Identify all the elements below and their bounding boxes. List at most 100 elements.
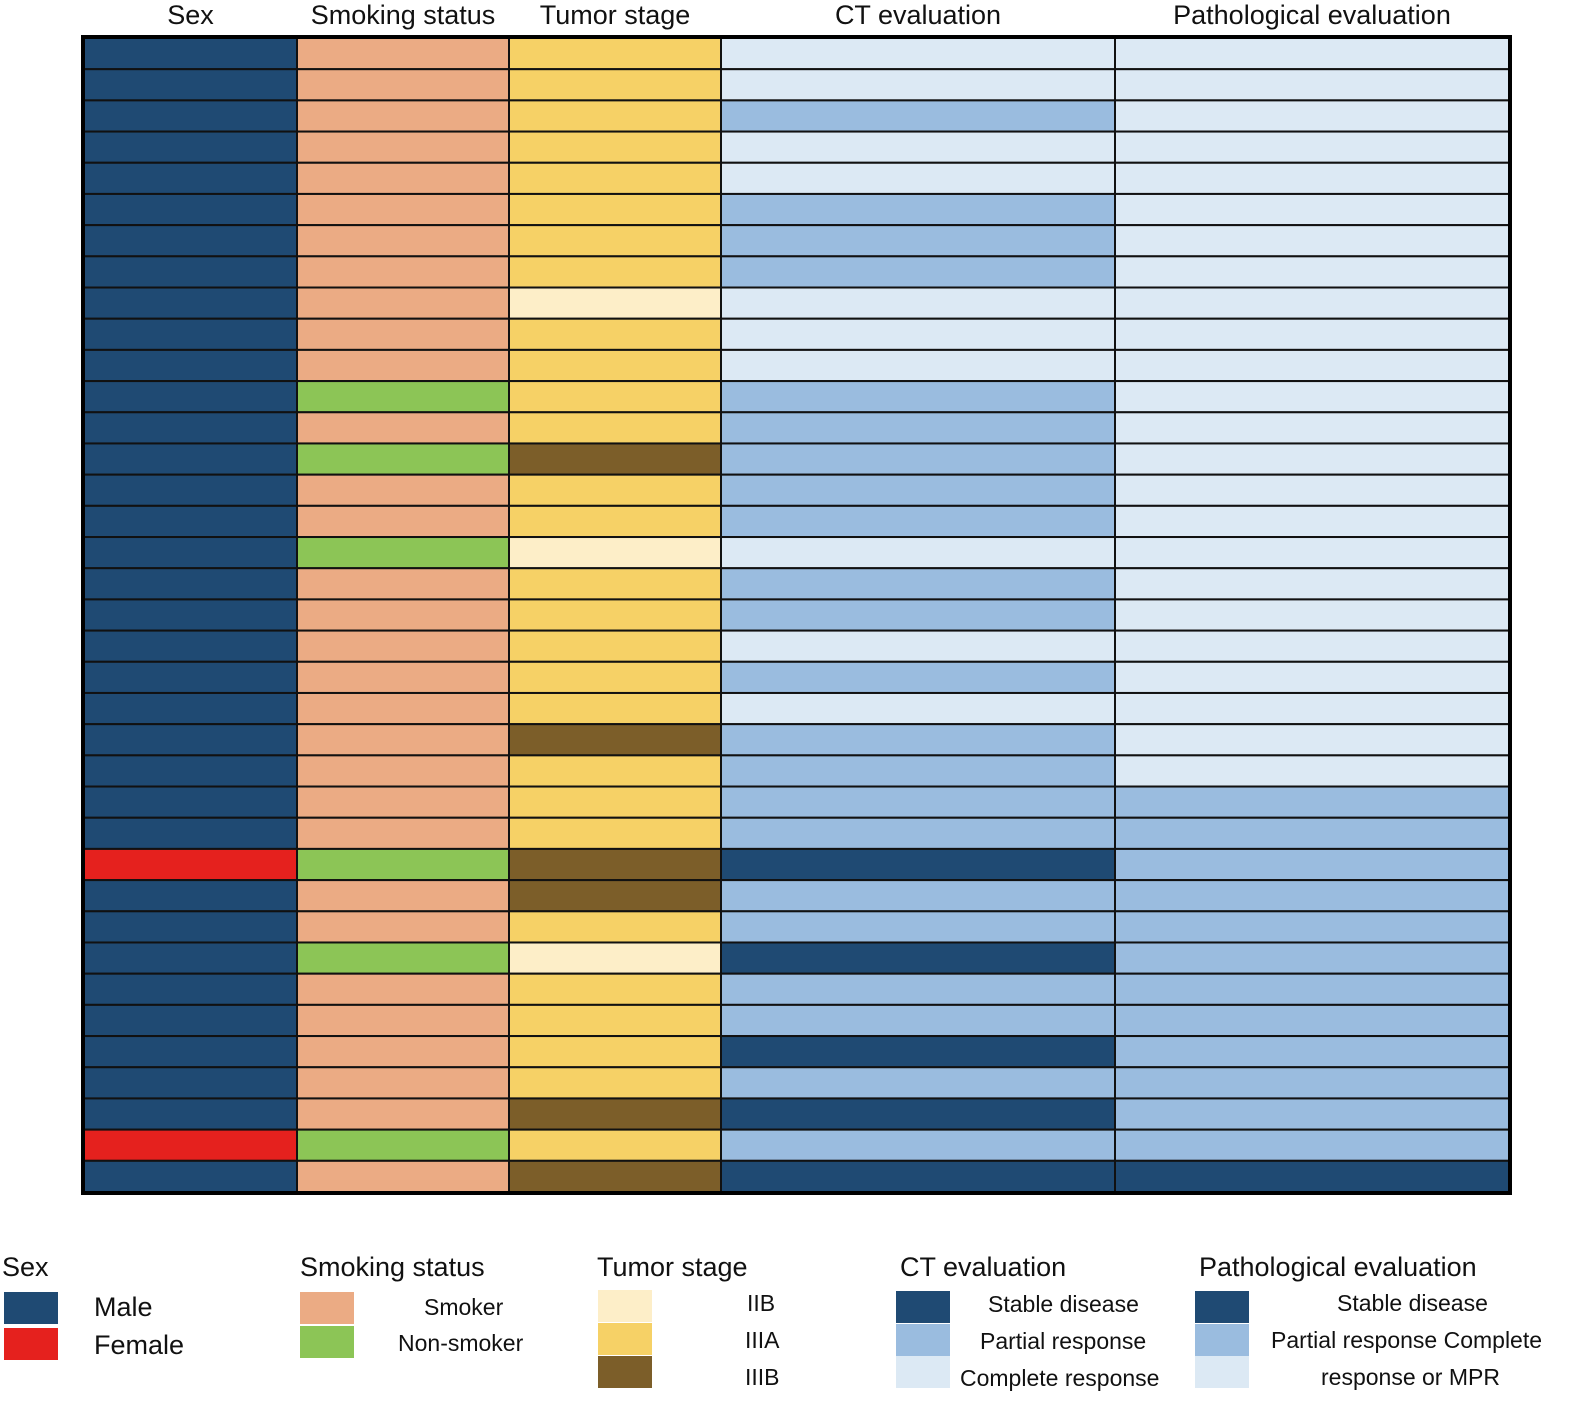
heatmap-cell-path-row-27: [1114, 847, 1510, 882]
heatmap-cell-sex-row-20: [83, 629, 298, 663]
legend-label-smoker: Smoker: [424, 1294, 504, 1320]
heatmap-cell-stage-row-7: [508, 224, 722, 258]
heatmap-cell-sex-row-24: [83, 754, 298, 788]
heatmap-cell-path-row-31: [1114, 972, 1510, 1006]
heatmap-cell-stage-row-22: [508, 691, 722, 726]
heatmap-cell-smoking-row-16: [296, 504, 510, 539]
heatmap-cell-smoking-row-34: [296, 1066, 510, 1100]
column-header-ct-evaluation: CT evaluation: [834, 0, 1002, 30]
heatmap-cell-sex-row-11: [83, 348, 298, 383]
heatmap-cell-stage-row-18: [508, 567, 722, 601]
heatmap-cell-smoking-row-28: [296, 879, 510, 913]
heatmap-cell-smoking-row-8: [296, 255, 510, 289]
heatmap-cell-ct-row-27: [720, 847, 1116, 882]
heatmap-border: [81, 35, 1512, 1195]
heatmap-cell-path-row-4: [1114, 130, 1510, 164]
heatmap-cell-stage-row-17: [508, 536, 722, 570]
legend-label-male: Male: [94, 1292, 153, 1322]
heatmap-cell-sex-row-2: [83, 68, 298, 102]
heatmap-cell-stage-row-36: [508, 1128, 722, 1162]
legend-swatch-path-stable-disease: [1195, 1291, 1249, 1323]
heatmap-cell-smoking-row-14: [296, 442, 510, 476]
heatmap-cell-smoking-row-13: [296, 411, 510, 445]
heatmap-cell-path-row-3: [1114, 99, 1510, 133]
heatmap-cell-path-row-29: [1114, 910, 1510, 944]
heatmap-cell-ct-row-1: [720, 37, 1116, 71]
heatmap-cell-sex-row-12: [83, 380, 298, 414]
heatmap-cell-sex-row-28: [83, 879, 298, 913]
heatmap-cell-sex-row-32: [83, 1003, 298, 1038]
heatmap-cell-path-row-12: [1114, 380, 1510, 414]
heatmap-cell-stage-row-12: [508, 380, 722, 414]
heatmap-cell-ct-row-30: [720, 941, 1116, 975]
heatmap-cell-ct-row-21: [720, 660, 1116, 694]
heatmap-cell-sex-row-17: [83, 536, 298, 570]
heatmap-cell-path-row-10: [1114, 317, 1510, 351]
heatmap-cell-smoking-row-33: [296, 1035, 510, 1069]
heatmap-cell-path-row-36: [1114, 1128, 1510, 1162]
heatmap-cell-path-row-19: [1114, 598, 1510, 632]
legend-label-path-stable-disease: Stable disease: [1337, 1290, 1488, 1316]
heatmap-cell-smoking-row-27: [296, 847, 510, 882]
legend-swatch-ct-complete-response: [896, 1356, 950, 1388]
heatmap-cell-smoking-row-37: [296, 1159, 510, 1193]
heatmap-cell-ct-row-37: [720, 1159, 1116, 1193]
heatmap-cell-path-row-32: [1114, 1003, 1510, 1038]
heatmap-cell-stage-row-15: [508, 473, 722, 507]
heatmap-cell-path-row-34: [1114, 1066, 1510, 1100]
heatmap-cell-smoking-row-30: [296, 941, 510, 975]
heatmap-cell-path-row-28: [1114, 879, 1510, 913]
heatmap-cell-stage-row-4: [508, 130, 722, 164]
heatmap-cell-ct-row-17: [720, 536, 1116, 570]
heatmap-cell-sex-row-9: [83, 286, 298, 320]
heatmap-cell-ct-row-14: [720, 442, 1116, 476]
heatmap-cell-smoking-row-1: [296, 37, 510, 71]
heatmap-cell-ct-row-4: [720, 130, 1116, 164]
heatmap-cell-smoking-row-9: [296, 286, 510, 320]
heatmap-cell-path-row-16: [1114, 504, 1510, 539]
legend-label-iiia: IIIA: [745, 1327, 780, 1353]
heatmap-cell-path-row-33: [1114, 1035, 1510, 1069]
heatmap-cell-sex-row-37: [83, 1159, 298, 1193]
heatmap-cell-ct-row-28: [720, 879, 1116, 913]
heatmap-cell-ct-row-29: [720, 910, 1116, 944]
heatmap-cell-stage-row-28: [508, 879, 722, 913]
heatmap-cell-smoking-row-6: [296, 192, 510, 227]
heatmap-cell-sex-row-1: [83, 37, 298, 71]
legend-swatch-female: [4, 1328, 58, 1360]
heatmap-cell-smoking-row-31: [296, 972, 510, 1006]
heatmap-cell-ct-row-26: [720, 816, 1116, 850]
heatmap-cell-ct-row-25: [720, 785, 1116, 819]
legend-swatch-ct-partial-response: [896, 1324, 950, 1356]
heatmap-cell-stage-row-16: [508, 504, 722, 539]
heatmap-cell-ct-row-31: [720, 972, 1116, 1006]
heatmap-cell-path-row-20: [1114, 629, 1510, 663]
legend-swatch-non-smoker: [300, 1326, 354, 1358]
column-header-sex: Sex: [167, 0, 214, 30]
heatmap-cell-path-row-35: [1114, 1097, 1510, 1131]
heatmap-cell-ct-row-34: [720, 1066, 1116, 1100]
heatmap-cell-sex-row-25: [83, 785, 298, 819]
heatmap-cell-sex-row-15: [83, 473, 298, 507]
heatmap-cell-smoking-row-5: [296, 161, 510, 195]
heatmap-cell-sex-row-22: [83, 691, 298, 726]
heatmap-cell-ct-row-7: [720, 224, 1116, 258]
heatmap-cell-ct-row-5: [720, 161, 1116, 195]
heatmap-cell-ct-row-9: [720, 286, 1116, 320]
heatmap-cell-smoking-row-26: [296, 816, 510, 850]
heatmap-cell-smoking-row-17: [296, 536, 510, 570]
heatmap-cell-smoking-row-15: [296, 473, 510, 507]
heatmap-cell-ct-row-36: [720, 1128, 1116, 1162]
heatmap-cell-ct-row-24: [720, 754, 1116, 788]
heatmap-cell-stage-row-13: [508, 411, 722, 445]
heatmap-cell-smoking-row-21: [296, 660, 510, 694]
legend-label-ct-stable-disease: Stable disease: [988, 1291, 1139, 1317]
heatmap-cell-stage-row-2: [508, 68, 722, 102]
heatmap-cell-ct-row-3: [720, 99, 1116, 133]
heatmap-cell-smoking-row-22: [296, 691, 510, 726]
heatmap-cell-path-row-7: [1114, 224, 1510, 258]
heatmap-cell-stage-row-3: [508, 99, 722, 133]
heatmap-cell-smoking-row-18: [296, 567, 510, 601]
heatmap-cell-sex-row-10: [83, 317, 298, 351]
legend-swatch-path-partial-response: [1195, 1324, 1249, 1356]
